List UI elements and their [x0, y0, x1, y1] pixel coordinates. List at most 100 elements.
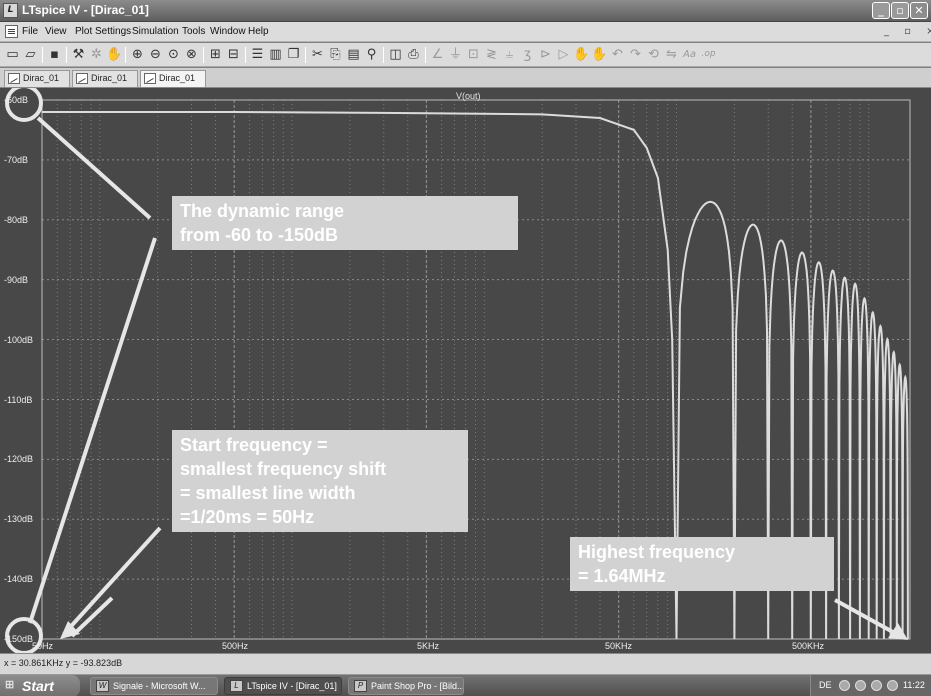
- title-bar: L LTspice IV - [Dirac_01] _ ▫ ✕: [0, 0, 931, 22]
- maximize-button[interactable]: ▫: [891, 2, 909, 19]
- menu-tools[interactable]: Tools: [182, 26, 206, 37]
- language-indicator[interactable]: DE: [819, 680, 832, 690]
- y-tick-label: -90dB: [4, 275, 29, 285]
- x-tick-label: 5KHz: [417, 641, 440, 651]
- windows-logo-icon: ⊞: [5, 679, 15, 691]
- ltspice-app-icon[interactable]: L: [3, 3, 18, 18]
- tile-horizontal-icon[interactable]: ☰: [251, 47, 264, 62]
- menu-help[interactable]: Help: [248, 26, 269, 37]
- print-icon[interactable]: ⎙: [408, 47, 419, 62]
- waveform-plot[interactable]: V(out) -60dB -70dB -80dB -90dB -100dB -1…: [0, 88, 931, 653]
- zoom-in-icon[interactable]: ⊕: [132, 47, 143, 62]
- start-button[interactable]: ⊞ Start: [0, 675, 80, 696]
- capacitor-icon[interactable]: ⫨: [505, 47, 514, 62]
- component-icon[interactable]: ▷: [558, 47, 569, 62]
- callout-line: = smallest line width: [180, 483, 356, 503]
- callout-start-frequency: Start frequency = smallest frequency shi…: [172, 430, 468, 532]
- document-tabs: Dirac_01 Dirac_01 Dirac_01: [0, 68, 931, 88]
- tab-label: Dirac_01: [159, 73, 196, 83]
- tab-label: Dirac_01: [23, 73, 60, 83]
- diode-icon[interactable]: ⊳: [540, 47, 551, 62]
- menu-plot-settings[interactable]: Plot Settings: [75, 26, 132, 37]
- zoom-out-icon[interactable]: ⊖: [150, 47, 161, 62]
- halt-icon[interactable]: ✋: [106, 47, 123, 62]
- tab-schematic[interactable]: Dirac_01: [4, 70, 70, 87]
- callout-line: Highest frequency: [578, 542, 736, 562]
- annotation-arrow: [62, 526, 162, 636]
- ground-icon[interactable]: ⏚: [448, 47, 462, 62]
- copy-icon[interactable]: ⎘: [330, 47, 341, 62]
- highlight-circle-bottom: [5, 617, 43, 653]
- y-tick-label: -140dB: [4, 574, 34, 584]
- y-tick-label: -80dB: [4, 215, 29, 225]
- tray-volume-icon[interactable]: [871, 680, 882, 691]
- tray-security-icon[interactable]: [887, 680, 898, 691]
- menu-view[interactable]: View: [45, 26, 67, 37]
- move-icon[interactable]: ✋: [573, 47, 590, 62]
- zoom-fit-icon[interactable]: ⊗: [186, 47, 197, 62]
- callout-line: The dynamic range: [180, 201, 345, 221]
- menu-bar: File View Plot Settings Simulation Tools…: [0, 22, 931, 42]
- tab-waveform-2[interactable]: Dirac_01: [140, 70, 206, 87]
- grid-icon[interactable]: ⊟: [228, 47, 239, 62]
- callout-line: from -60 to -150dB: [180, 225, 339, 245]
- callout-highest-frequency: Highest frequency = 1.64MHz: [570, 537, 834, 591]
- annotation-arrow: [70, 596, 114, 638]
- zoom-area-icon[interactable]: ⊙: [168, 47, 179, 62]
- run-icon[interactable]: ✲: [91, 47, 102, 62]
- trace-main-lobe: [42, 111, 678, 640]
- open-file-icon[interactable]: ▱: [25, 47, 36, 62]
- tile-vertical-icon[interactable]: ▥: [269, 47, 282, 62]
- taskbar-item-paintshop[interactable]: P Paint Shop Pro - [Bild...: [348, 677, 464, 695]
- open-schematic-icon[interactable]: ▭: [6, 47, 19, 62]
- menu-simulation[interactable]: Simulation: [132, 26, 179, 37]
- text-icon[interactable]: Aa: [683, 49, 696, 60]
- cascade-icon[interactable]: ❐: [287, 47, 300, 62]
- plot-canvas[interactable]: [0, 88, 931, 653]
- cut-icon[interactable]: ✂: [312, 47, 323, 62]
- redo-icon[interactable]: ↷: [630, 47, 641, 62]
- autorange-icon[interactable]: ⊞: [210, 47, 221, 62]
- x-tick-label: 500KHz: [792, 641, 825, 651]
- tray-network-icon[interactable]: [855, 680, 866, 691]
- save-icon[interactable]: ▪: [50, 47, 59, 62]
- resistor-icon[interactable]: ≷: [486, 47, 497, 62]
- settings-icon[interactable]: ⚒: [72, 47, 85, 62]
- paste-icon[interactable]: ▤: [347, 47, 360, 62]
- undo-icon[interactable]: ↶: [612, 47, 623, 62]
- trace-label[interactable]: V(out): [456, 91, 481, 101]
- print-preview-icon[interactable]: ◫: [389, 47, 402, 62]
- system-tray: DE 11:22: [810, 675, 931, 696]
- y-tick-label: -130dB: [4, 514, 34, 524]
- y-tick-label: -110dB: [4, 395, 33, 405]
- mdi-window-controls[interactable]: _ ▫ ×: [884, 26, 931, 37]
- label-icon[interactable]: ⊡: [468, 47, 479, 62]
- find-icon[interactable]: ⚲: [366, 47, 377, 62]
- trace-side-lobes: [675, 200, 909, 640]
- schematic-icon: [8, 73, 20, 84]
- callout-line: =1/20ms = 50Hz: [180, 507, 315, 527]
- menu-file[interactable]: File: [22, 26, 39, 37]
- callout-line: Start frequency =: [180, 435, 328, 455]
- rotate-icon[interactable]: ⟲: [648, 47, 659, 62]
- highlight-circle-top: [5, 88, 43, 122]
- spice-directive-icon[interactable]: .op: [701, 49, 716, 59]
- minimize-button[interactable]: _: [872, 2, 890, 19]
- y-tick-label: -100dB: [4, 335, 34, 345]
- paintshop-icon: P: [354, 680, 367, 692]
- trace-v-out: [42, 111, 909, 640]
- mirror-icon[interactable]: ⇋: [666, 47, 677, 62]
- drag-icon[interactable]: ✋: [591, 47, 608, 62]
- tab-waveform-1[interactable]: Dirac_01: [72, 70, 138, 87]
- annotation-arrow: [834, 598, 901, 638]
- menu-window[interactable]: Window: [210, 26, 246, 37]
- close-button[interactable]: ✕: [910, 2, 928, 19]
- taskbar-item-ltspice[interactable]: L LTspice IV - [Dirac_01]: [224, 677, 342, 695]
- document-icon[interactable]: [5, 25, 18, 38]
- wire-icon[interactable]: ∠: [431, 47, 444, 62]
- plot-border: [41, 99, 911, 640]
- taskbar-item-word[interactable]: W Signale - Microsoft W...: [90, 677, 218, 695]
- toolbar: ▭ ▱ ▪ ⚒ ✲ ✋ ⊕ ⊖ ⊙ ⊗ ⊞ ⊟ ☰ ▥ ❐ ✂ ⎘ ▤ ⚲ ◫ …: [0, 43, 931, 67]
- tray-arrow-icon[interactable]: [839, 680, 850, 691]
- inductor-icon[interactable]: ʒ: [523, 47, 532, 62]
